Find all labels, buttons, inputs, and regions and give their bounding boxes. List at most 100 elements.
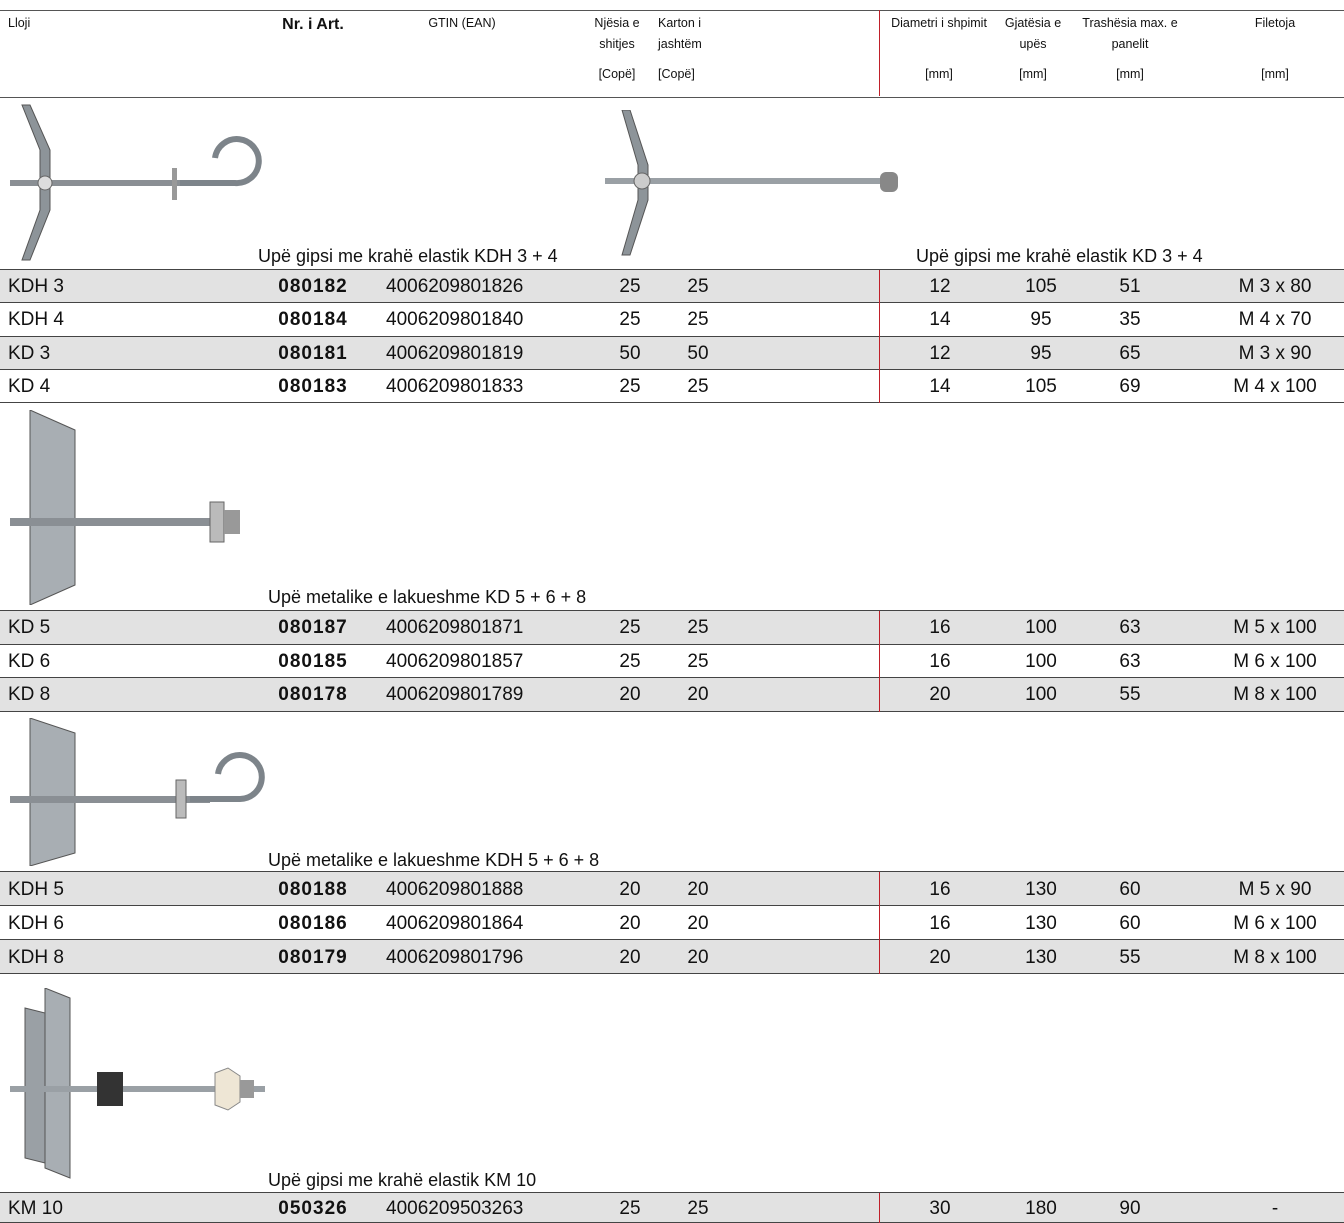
header-unit: [Copë] (599, 68, 636, 81)
cell: 080178 (278, 685, 347, 704)
caption: Upë gipsi me krahë elastik KM 10 (268, 1171, 536, 1189)
cell: KDH 5 (8, 880, 64, 899)
cell: 20 (619, 880, 640, 899)
cell: 69 (1119, 377, 1140, 396)
cell: M 6 x 100 (1233, 652, 1316, 671)
cell: 16 (929, 880, 950, 899)
cell: KDH 4 (8, 310, 64, 329)
cell: KD 3 (8, 344, 50, 363)
cell: 16 (929, 618, 950, 637)
cell: 130 (1025, 948, 1057, 967)
cell: 20 (619, 914, 640, 933)
cell: 95 (1030, 344, 1051, 363)
cell: 4006209801819 (386, 344, 523, 363)
cell: 100 (1025, 685, 1057, 704)
table-row (0, 940, 1344, 974)
cell: 4006209801871 (386, 618, 523, 637)
cell: 080188 (278, 880, 347, 899)
cell: 25 (619, 1199, 640, 1218)
divider (879, 611, 880, 645)
cell: 95 (1030, 310, 1051, 329)
cell: M 8 x 100 (1233, 685, 1316, 704)
header-label: Karton i (658, 17, 701, 30)
cell: 080183 (278, 377, 347, 396)
table-row (0, 1193, 1344, 1223)
product-image (600, 110, 910, 260)
cell: 50 (619, 344, 640, 363)
cell: M 4 x 100 (1233, 377, 1316, 396)
cell: KDH 6 (8, 914, 64, 933)
divider (879, 940, 880, 974)
cell: M 3 x 90 (1239, 344, 1312, 363)
cell: 20 (619, 685, 640, 704)
cell: 55 (1119, 948, 1140, 967)
cell: 20 (929, 948, 950, 967)
cell: 20 (929, 685, 950, 704)
cell: - (1272, 1199, 1278, 1218)
cell: 25 (619, 277, 640, 296)
header-label: Lloji (8, 17, 30, 30)
cell: 050326 (278, 1199, 347, 1218)
cell: 25 (619, 310, 640, 329)
header-unit: [mm] (1019, 68, 1047, 81)
cell: 4006209801888 (386, 880, 523, 899)
divider (879, 645, 880, 679)
table-row (0, 872, 1344, 906)
product-image (0, 410, 270, 605)
cell: 080181 (278, 344, 347, 363)
cell: 25 (687, 652, 708, 671)
cell: 50 (687, 344, 708, 363)
caption: Upë gipsi me krahë elastik KDH 3 + 4 (258, 247, 558, 265)
header-label: Filetoja (1255, 17, 1295, 30)
cell: KDH 3 (8, 277, 64, 296)
cell: 130 (1025, 880, 1057, 899)
cell: 14 (929, 310, 950, 329)
cell: 63 (1119, 652, 1140, 671)
header-label: Diametri i shpimit (891, 17, 987, 30)
cell: 080179 (278, 948, 347, 967)
cell: M 5 x 100 (1233, 618, 1316, 637)
cell: KD 8 (8, 685, 50, 704)
header-label: Gjatësia e (1005, 17, 1061, 30)
table-row (0, 270, 1344, 303)
cell: 20 (687, 880, 708, 899)
cell: 080187 (278, 618, 347, 637)
cell: 4006209801840 (386, 310, 523, 329)
cell: 60 (1119, 880, 1140, 899)
header-label: Trashësia max. e (1082, 17, 1177, 30)
cell: KDH 8 (8, 948, 64, 967)
cell: 4006209801796 (386, 948, 523, 967)
cell: 4006209503263 (386, 1199, 523, 1218)
cell: 4006209801864 (386, 914, 523, 933)
header-label: shitjes (599, 38, 634, 51)
cell: KD 5 (8, 618, 50, 637)
divider (879, 10, 880, 96)
cell: 25 (619, 618, 640, 637)
cell: 20 (687, 948, 708, 967)
cell: M 3 x 80 (1239, 277, 1312, 296)
cell: 25 (619, 652, 640, 671)
header-label: Nr. i Art. (282, 17, 344, 33)
caption: Upë gipsi me krahë elastik KD 3 + 4 (916, 247, 1203, 265)
cell: 12 (929, 277, 950, 296)
cell: 90 (1119, 1199, 1140, 1218)
cell: M 4 x 70 (1239, 310, 1312, 329)
cell: KM 10 (8, 1199, 63, 1218)
page: LlojiNr. i Art.GTIN (EAN)Njësia eshitjes… (0, 0, 1344, 1223)
divider (879, 678, 880, 712)
product-image (0, 100, 270, 265)
divider (879, 872, 880, 906)
product-image (0, 718, 270, 866)
cell: 4006209801833 (386, 377, 523, 396)
cell: 25 (687, 310, 708, 329)
table-row (0, 611, 1344, 645)
cell: 16 (929, 914, 950, 933)
divider (879, 1193, 880, 1223)
cell: M 8 x 100 (1233, 948, 1316, 967)
caption: Upë metalike e lakueshme KDH 5 + 6 + 8 (268, 851, 599, 869)
table-row (0, 337, 1344, 370)
cell: 63 (1119, 618, 1140, 637)
header-label: Njësia e (594, 17, 639, 30)
cell: 4006209801857 (386, 652, 523, 671)
cell: 080184 (278, 310, 347, 329)
